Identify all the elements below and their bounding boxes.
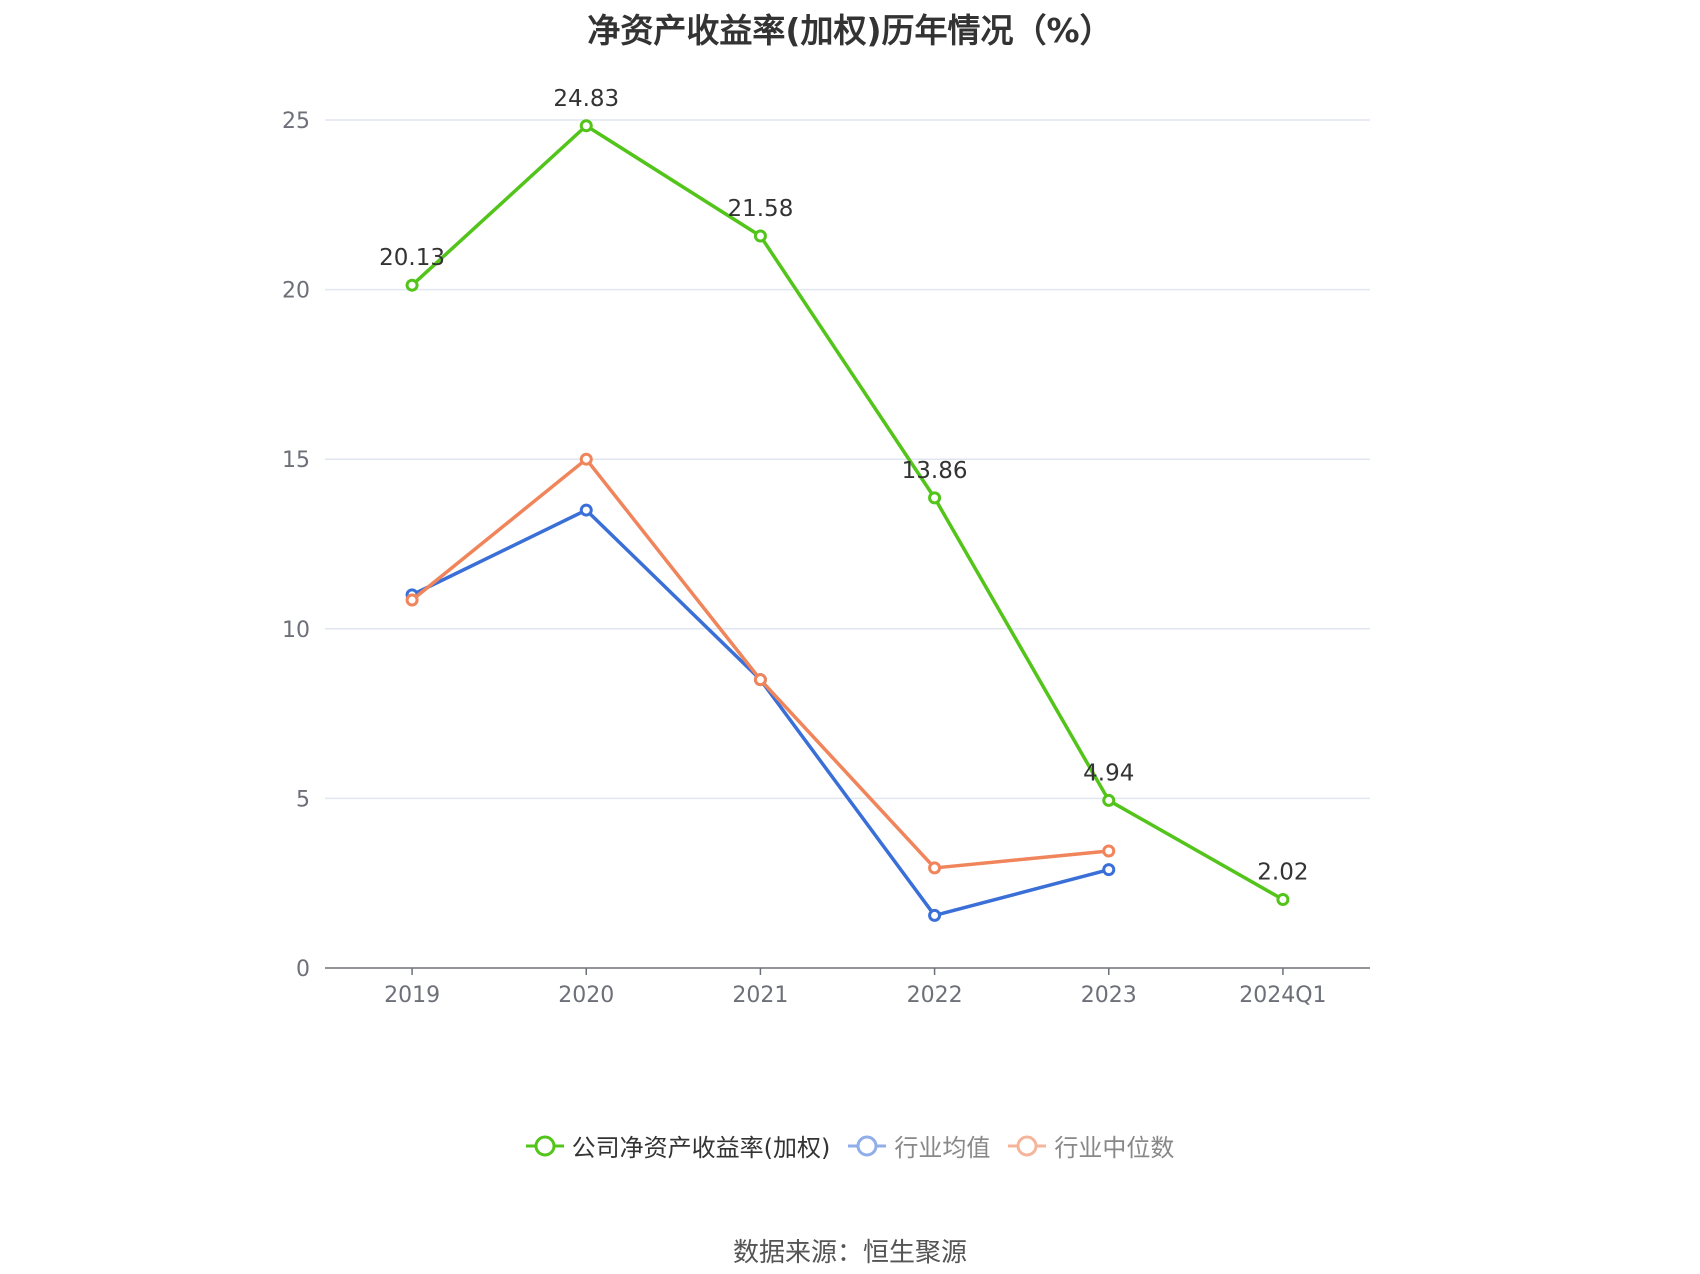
data-point bbox=[579, 452, 593, 466]
data-point bbox=[928, 491, 942, 505]
x-tick-label: 2024Q1 bbox=[1239, 983, 1326, 1008]
data-point bbox=[1276, 892, 1290, 906]
legend: 公司净资产收益率(加权) 行业均值 行业中位数 bbox=[0, 1128, 1700, 1163]
data-source: 数据来源：恒生聚源 bbox=[732, 1238, 967, 1268]
data-point bbox=[1102, 844, 1116, 858]
x-tick-label: 2019 bbox=[384, 983, 440, 1008]
series-line-1 bbox=[411, 508, 1110, 918]
data-label: 4.94 bbox=[1083, 760, 1134, 786]
y-tick-label: 5 bbox=[296, 787, 310, 812]
y-tick-label: 10 bbox=[282, 618, 310, 643]
legend-item-industry-median[interactable]: 行业中位数 bbox=[1008, 1128, 1174, 1163]
legend-item-industry-mean[interactable]: 行业均值 bbox=[848, 1128, 990, 1163]
x-tick-label: 2021 bbox=[732, 983, 788, 1008]
data-point bbox=[405, 593, 419, 607]
x-tick-label: 2020 bbox=[558, 983, 614, 1008]
legend-marker-icon bbox=[848, 1135, 887, 1156]
series-line-0 bbox=[410, 124, 1284, 902]
chart-title: 净资产收益率(加权)历年情况（%） bbox=[587, 11, 1113, 50]
y-tick-label: 25 bbox=[282, 109, 310, 134]
legend-label: 行业中位数 bbox=[1054, 1134, 1175, 1162]
x-tick-label: 2022 bbox=[907, 983, 963, 1008]
y-tick-label: 0 bbox=[296, 957, 310, 982]
data-point bbox=[1102, 863, 1116, 877]
data-label: 21.58 bbox=[727, 196, 793, 222]
legend-item-company[interactable]: 公司净资产收益率(加权) bbox=[525, 1128, 831, 1163]
data-point bbox=[579, 119, 593, 133]
data-label: 13.86 bbox=[902, 458, 968, 484]
legend-label: 公司净资产收益率(加权) bbox=[571, 1134, 831, 1162]
data-point bbox=[928, 908, 942, 922]
legend-marker-icon bbox=[525, 1135, 564, 1156]
data-point bbox=[753, 229, 767, 243]
data-label: 2.02 bbox=[1257, 859, 1308, 885]
data-label: 20.13 bbox=[379, 245, 445, 271]
data-point bbox=[579, 503, 593, 517]
legend-marker-icon bbox=[1008, 1135, 1047, 1156]
data-point bbox=[1102, 793, 1116, 807]
y-tick-label: 20 bbox=[282, 279, 310, 304]
data-point bbox=[928, 861, 942, 875]
legend-label: 行业均值 bbox=[894, 1134, 991, 1162]
data-point bbox=[753, 673, 767, 687]
data-label: 24.83 bbox=[553, 86, 619, 112]
data-point bbox=[405, 278, 419, 292]
y-tick-label: 15 bbox=[282, 448, 310, 473]
x-tick-label: 2023 bbox=[1081, 983, 1137, 1008]
series-line-2 bbox=[410, 457, 1109, 870]
